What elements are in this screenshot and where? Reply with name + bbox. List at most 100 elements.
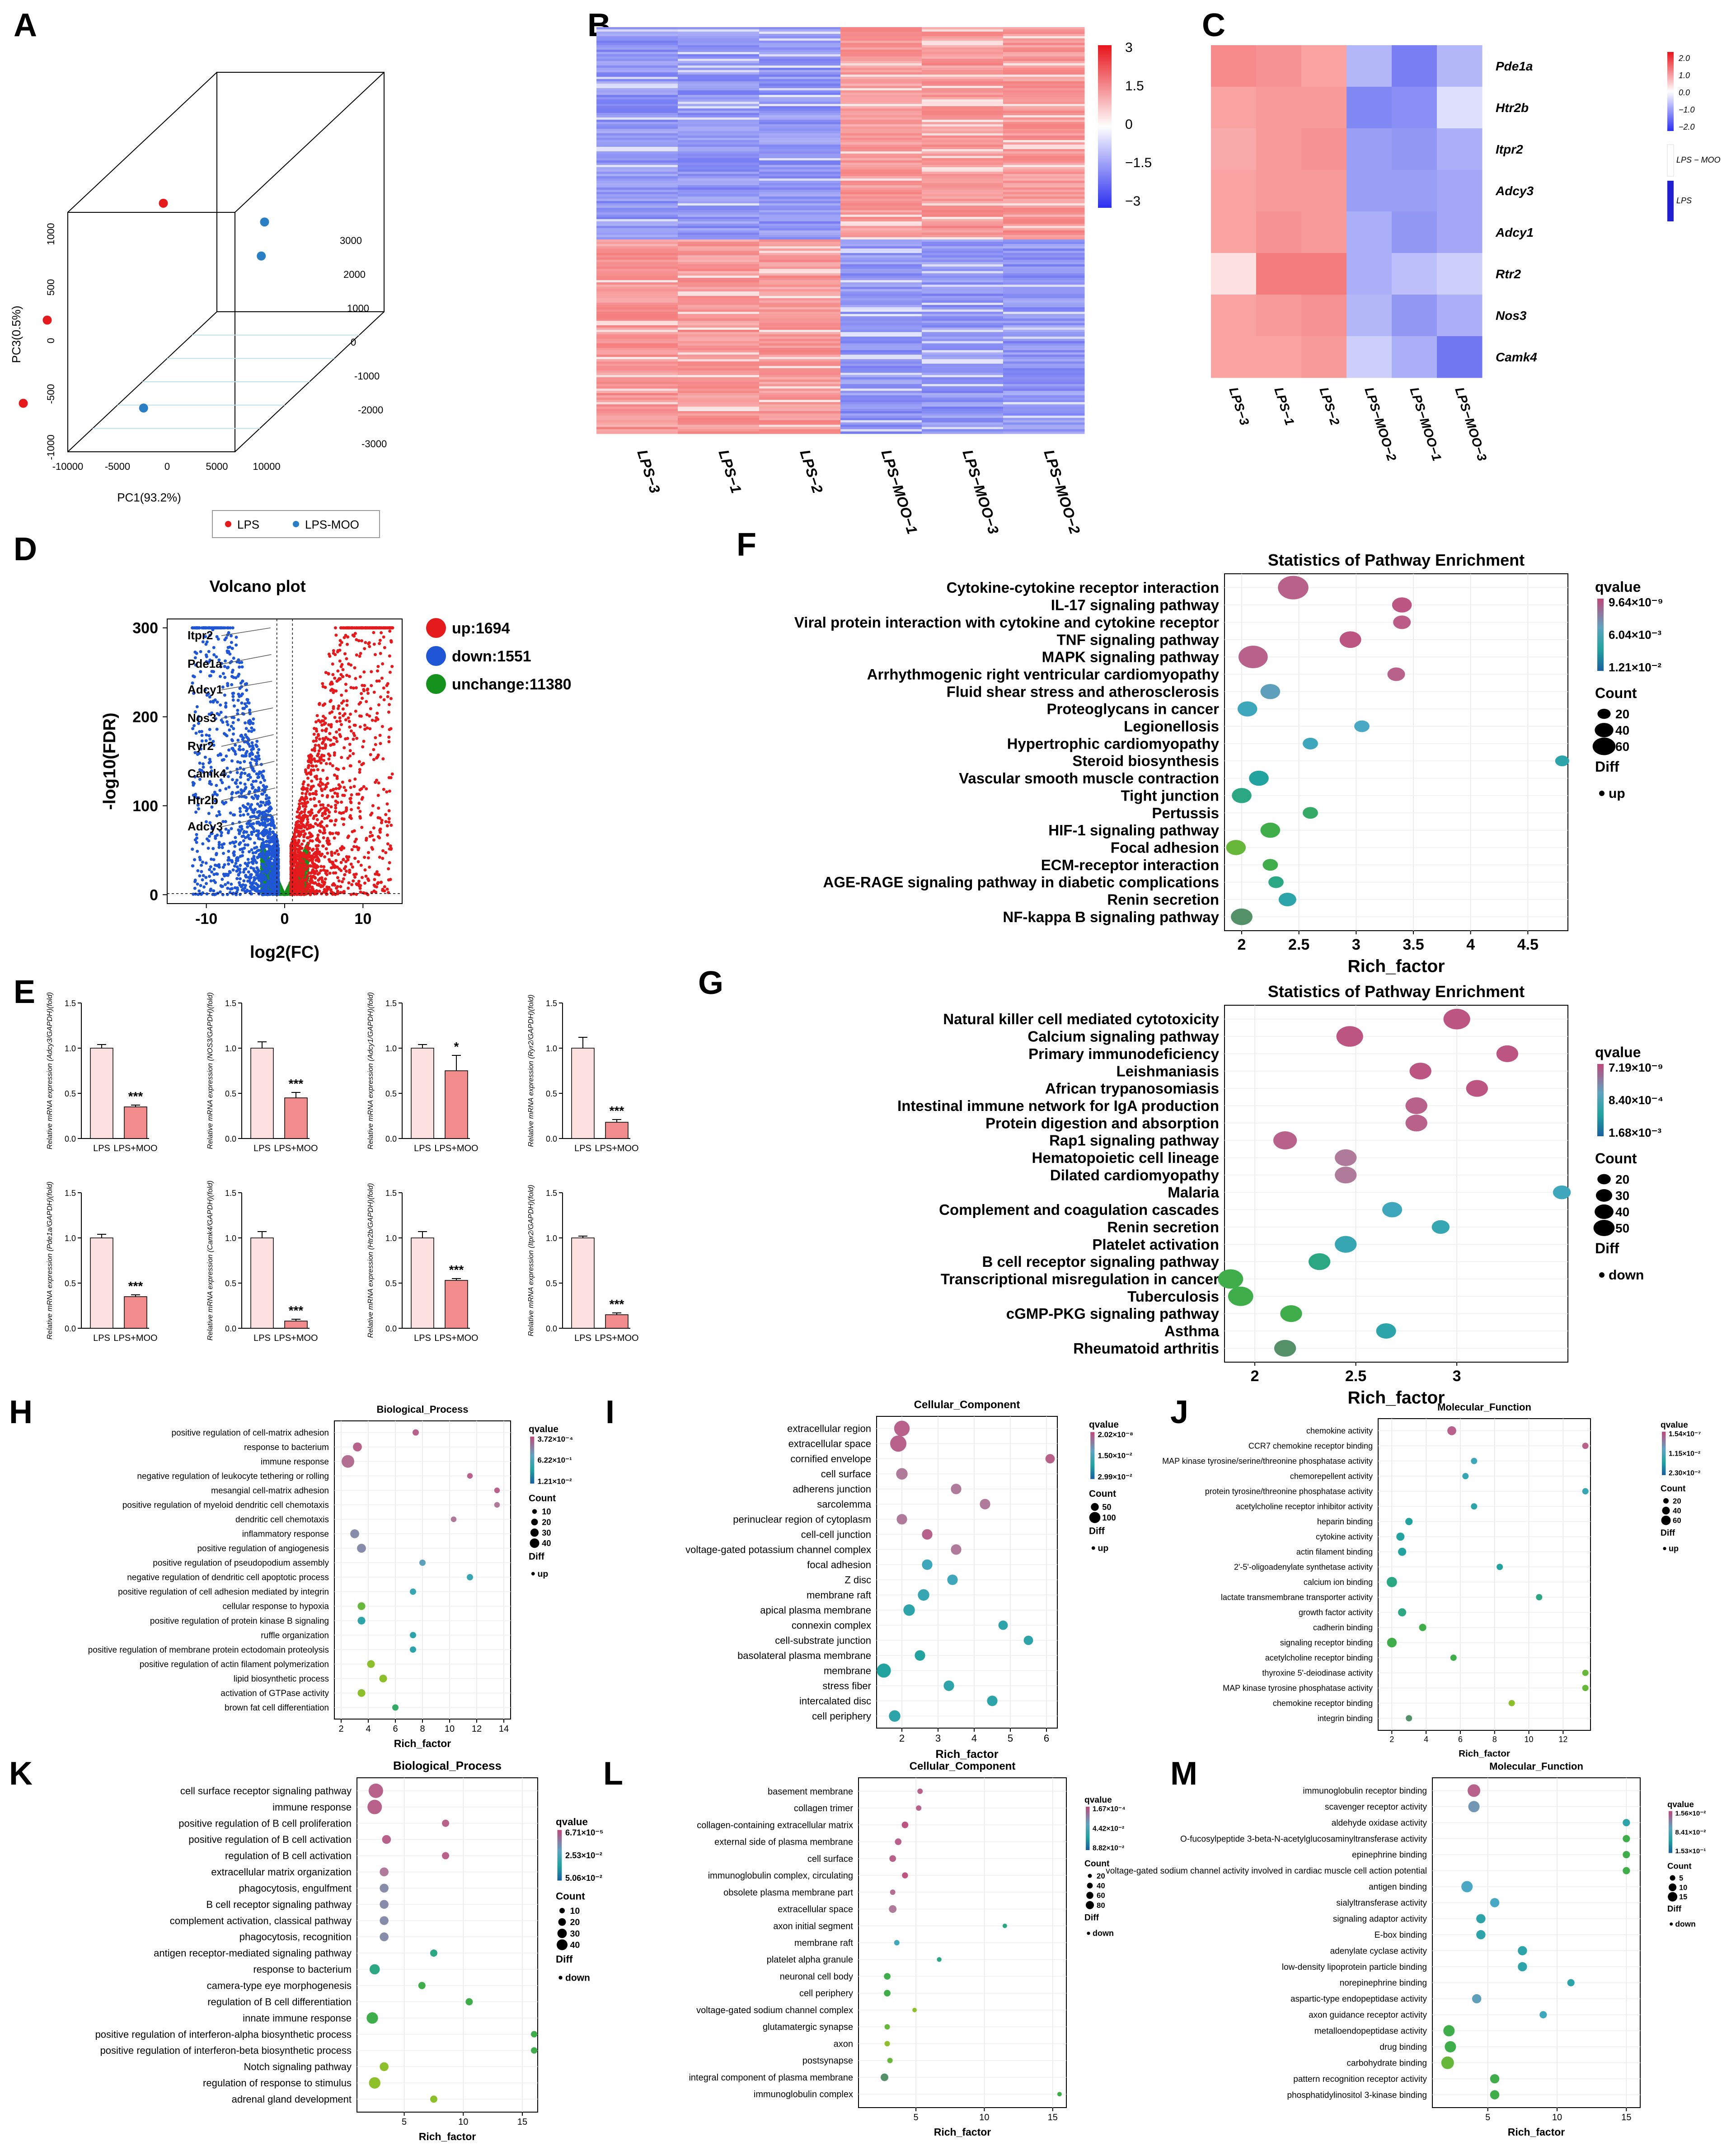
heatmap-cell xyxy=(840,287,922,290)
heatmap-cell xyxy=(1003,346,1085,348)
heatmap-cell xyxy=(759,273,841,276)
heatmap-cell xyxy=(678,334,760,337)
heatmap-column-label: LPS−3 xyxy=(1226,385,1252,427)
heatmap-cell xyxy=(922,163,1004,165)
heatmap-cell xyxy=(840,395,922,398)
gene-label: Rtr2 xyxy=(1496,267,1521,281)
heatmap-cell xyxy=(596,230,678,233)
heatmap-cell xyxy=(840,228,922,231)
heatmap-cell xyxy=(678,104,760,107)
heatmap-cell xyxy=(922,106,1004,109)
heatmap-cell xyxy=(596,359,678,362)
heatmap-cell xyxy=(596,242,678,244)
heatmap-cell xyxy=(759,165,841,168)
heatmap-cell xyxy=(1003,300,1085,303)
heatmap-cell xyxy=(840,68,922,70)
heatmap-cell xyxy=(1003,54,1085,57)
heatmap-cell xyxy=(1003,127,1085,129)
heatmap-cell xyxy=(840,32,922,34)
volcano-point-up xyxy=(378,855,381,859)
heatmap-cell xyxy=(840,323,922,326)
volcano-point-up xyxy=(331,883,334,887)
heatmap-cell xyxy=(678,269,760,272)
volcano-point-up xyxy=(329,888,333,892)
heatmap-cell xyxy=(922,84,1004,86)
heatmap-cell xyxy=(922,181,1004,183)
heatmap-cell xyxy=(678,199,760,201)
heatmap-cell xyxy=(596,246,678,249)
heatmap-cell xyxy=(922,185,1004,188)
volcano-point-up xyxy=(339,735,343,738)
volcano-point-up xyxy=(331,862,335,866)
pca-z-label: PC3(0.5%) xyxy=(9,305,23,363)
heatmap-cell xyxy=(1003,402,1085,405)
volcano-point-up xyxy=(334,803,338,807)
heatmap-cell xyxy=(596,233,678,235)
panel-a-pca: A-10000 -5000 0 5000 10000PC1(93.2%)-3000-20… xyxy=(9,7,387,538)
volcano-point-up xyxy=(303,810,306,814)
volcano-point-up xyxy=(305,875,309,878)
heatmap-cell xyxy=(1003,133,1085,136)
heatmap-cell xyxy=(678,50,760,52)
heatmap-cell xyxy=(759,38,841,41)
heatmap-cell xyxy=(922,298,1004,301)
heatmap-cell xyxy=(922,427,1004,430)
heatmap-cell xyxy=(759,244,841,247)
heatmap-cell xyxy=(1003,407,1085,409)
heatmap-cell xyxy=(922,319,1004,321)
heatmap-cell xyxy=(840,140,922,143)
volcano-point-up xyxy=(383,646,386,649)
heatmap-cell xyxy=(840,246,922,249)
volcano-point-up xyxy=(328,819,332,823)
heatmap-cell xyxy=(759,104,841,107)
heatmap-cell xyxy=(678,377,760,380)
heatmap-cell xyxy=(922,355,1004,357)
heatmap-cell xyxy=(840,63,922,66)
heatmap-cell xyxy=(840,366,922,369)
heatmap-cell xyxy=(759,337,841,339)
heatmap-cell xyxy=(922,199,1004,201)
volcano-point-up xyxy=(346,836,350,839)
heatmap-cell xyxy=(922,187,1004,190)
heatmap-cell xyxy=(1437,170,1483,212)
heatmap-cell xyxy=(922,183,1004,186)
heatmap-cell xyxy=(759,416,841,418)
heatmap-cell xyxy=(759,323,841,326)
pca-y-tick: 2000 xyxy=(343,269,366,280)
volcano-point-up xyxy=(330,710,334,714)
heatmap-cell xyxy=(678,364,760,366)
heatmap-cell xyxy=(596,258,678,260)
heatmap-cell xyxy=(759,113,841,116)
heatmap-cell xyxy=(1003,199,1085,201)
volcano-point-up xyxy=(340,801,343,804)
heatmap-cell xyxy=(840,264,922,267)
volcano-point-up xyxy=(373,653,377,656)
heatmap-cell xyxy=(678,267,760,269)
heatmap-cell xyxy=(678,190,760,192)
heatmap-cell xyxy=(1211,336,1257,378)
heatmap-cell xyxy=(922,425,1004,427)
heatmap-cell xyxy=(1003,251,1085,253)
volcano-point-up xyxy=(359,651,362,655)
heatmap-cell xyxy=(759,420,841,423)
volcano-point-up xyxy=(299,820,303,824)
heatmap-cell xyxy=(840,136,922,138)
volcano-point-up xyxy=(363,856,366,859)
heatmap-cell xyxy=(922,113,1004,116)
heatmap-cell xyxy=(678,183,760,186)
volcano-point-up xyxy=(324,729,328,733)
heatmap-cell xyxy=(1301,87,1347,129)
heatmap-cell xyxy=(840,97,922,100)
heatmap-cell xyxy=(596,104,678,107)
heatmap-cell xyxy=(922,246,1004,249)
heatmap-cell xyxy=(1003,319,1085,321)
volcano-point-up xyxy=(376,881,380,885)
heatmap-cell xyxy=(678,194,760,197)
volcano-point-up xyxy=(380,819,384,822)
heatmap-cell xyxy=(596,237,678,240)
heatmap-cell xyxy=(1003,149,1085,152)
heatmap-cell xyxy=(759,201,841,204)
heatmap-cell xyxy=(840,251,922,253)
heatmap-cell xyxy=(1003,427,1085,430)
heatmap-cell xyxy=(678,77,760,80)
